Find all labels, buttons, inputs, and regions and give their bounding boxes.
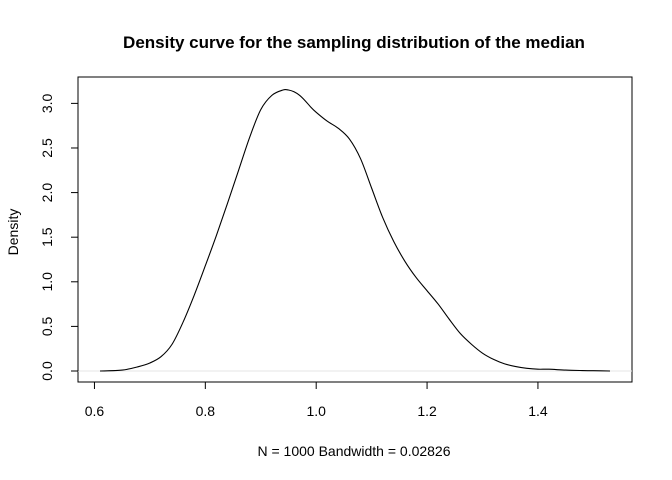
x-axis: 0.6 0.8 1.0 1.2 1.4 [85,381,548,419]
y-tick-label: 0.5 [39,316,55,336]
x-axis-label: N = 1000 Bandwidth = 0.02826 [257,443,450,459]
y-axis-label: Density [5,209,21,256]
x-tick-label: 1.0 [306,403,326,419]
y-tick-label: 2.0 [39,183,55,203]
density-curve [99,88,611,372]
x-tick-label: 0.8 [196,403,216,419]
y-axis: 0.0 0.5 1.0 1.5 2.0 2.5 3.0 [39,93,79,381]
x-tick-label: 1.4 [528,403,548,419]
y-tick-label: 1.0 [39,272,55,292]
y-tick-label: 2.5 [39,138,55,158]
chart-title: Density curve for the sampling distribut… [123,33,585,52]
y-tick-label: 1.5 [39,227,55,247]
y-tick-label: 3.0 [39,93,55,113]
x-tick-label: 1.2 [417,403,437,419]
plot-area-frame [77,76,633,383]
x-tick-label: 0.6 [85,403,105,419]
y-tick-label: 0.0 [39,361,55,381]
